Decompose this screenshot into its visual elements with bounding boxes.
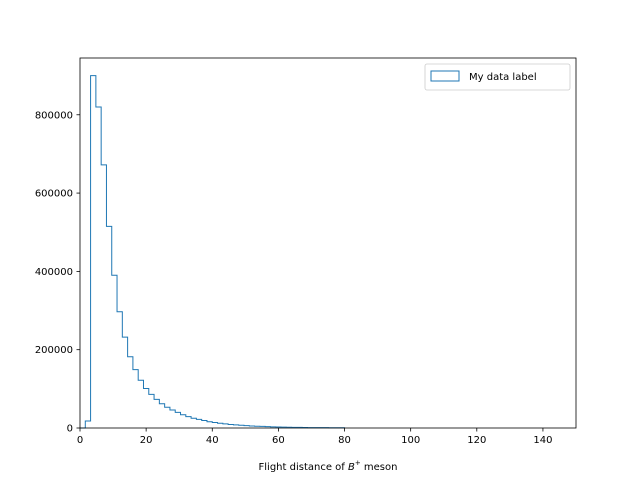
- histogram-series-0: [80, 75, 346, 429]
- x-tick-label: 20: [140, 435, 153, 446]
- x-tick-label: 0: [77, 435, 83, 446]
- x-tick-label: 60: [272, 435, 285, 446]
- plot-area: [80, 58, 576, 428]
- series-layer: [80, 75, 346, 429]
- legend-swatch: [430, 70, 460, 82]
- x-axis-label-prefix: Flight distance of: [259, 462, 348, 473]
- y-tick-label: 400000: [35, 267, 73, 278]
- legend-label: My data label: [469, 72, 537, 83]
- x-tick-label: 140: [533, 435, 552, 446]
- x-axis-ticks: 0 20 40 60 80 100 120 140: [77, 428, 552, 446]
- x-axis-label: Flight distance of B+ meson: [259, 459, 398, 473]
- y-tick-label: 200000: [35, 345, 73, 356]
- x-tick-label: 40: [206, 435, 219, 446]
- y-tick-label: 600000: [35, 189, 73, 200]
- y-axis-ticks: 0 200000 400000 600000 800000: [35, 110, 80, 435]
- x-axis-label-symbol: B: [348, 462, 355, 473]
- plot-frame: [79, 57, 577, 429]
- x-axis-label-superscript: +: [355, 459, 361, 467]
- y-tick-label: 0: [67, 424, 73, 435]
- x-axis-label-suffix: meson: [361, 462, 398, 473]
- legend-box: [424, 63, 571, 91]
- x-tick-label: 80: [338, 435, 351, 446]
- y-tick-label: 800000: [35, 110, 73, 121]
- x-tick-label: 120: [467, 435, 486, 446]
- x-tick-label: 100: [401, 435, 420, 446]
- legend: My data label: [424, 63, 571, 91]
